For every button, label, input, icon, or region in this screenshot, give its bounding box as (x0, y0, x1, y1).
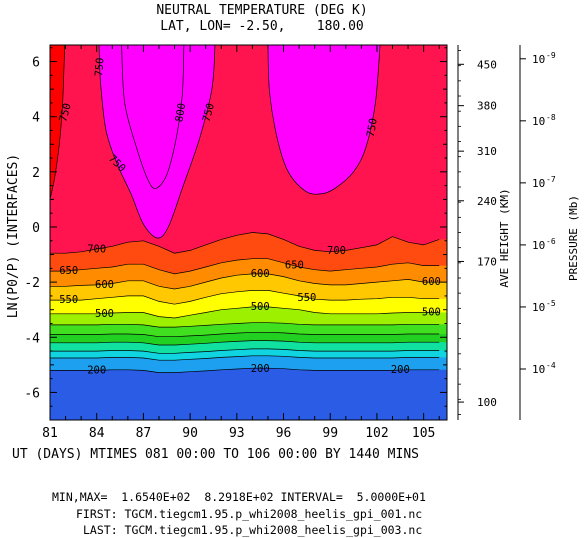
y-tick-label: -4 (24, 331, 40, 346)
pressure-tick-label: 10 (532, 177, 545, 190)
x-tick-label: 96 (276, 426, 292, 441)
contour-line-200 (50, 367, 440, 373)
contour-label: 600 (95, 279, 114, 291)
plot-area (50, 45, 447, 420)
contour-label: 650 (59, 265, 78, 277)
contour-label: 700 (87, 244, 106, 256)
pressure-tick-exponent: -7 (546, 175, 556, 184)
pressure-tick-label: 10 (532, 239, 545, 252)
contour-label: 500 (422, 307, 441, 319)
y-tick-label: -2 (24, 276, 40, 291)
chart-title: NEUTRAL TEMPERATURE (DEG K) (156, 3, 367, 18)
height-tick-label: 240 (477, 195, 497, 208)
band-750-lobe-2 (268, 45, 381, 195)
chart-subtitle: LAT, LON= -2.50, 180.00 (160, 19, 364, 34)
height-tick-label: 170 (477, 255, 497, 268)
y-axis: 6 4 2 0 -2 -4 -6 (24, 47, 447, 421)
pressure-tick-label: 10 (532, 53, 545, 66)
x-tick-label: 84 (89, 426, 105, 441)
height-tick-label: 380 (477, 100, 497, 113)
contour-line-500 (50, 306, 440, 319)
contour-label: 750 (93, 57, 107, 77)
contour-line-300 (50, 348, 440, 354)
x-tick-label: 102 (365, 426, 388, 441)
contour-label: 750 (57, 102, 74, 123)
x-axis-label: UT (DAYS) MTIMES 081 00:00 TO 106 00:00 … (12, 447, 419, 462)
footer-last-file: LAST: TGCM.tiegcm1.95.p_whi2008_heelis_g… (83, 523, 423, 537)
contour-line-700 (50, 232, 440, 254)
contour-label: 550 (297, 292, 316, 304)
pressure-tick-exponent: -9 (546, 51, 556, 60)
y-tick-label: 4 (32, 111, 40, 126)
x-tick-label: 99 (322, 426, 338, 441)
y-tick-label: 6 (32, 56, 40, 71)
height-axis-label: AVE HEIGHT (KM) (498, 188, 511, 287)
y-tick-label: -6 (24, 386, 40, 401)
contour-line-350 (50, 340, 440, 346)
contour-line-450 (50, 322, 440, 328)
y-axis-label: LN(P0/P) (INTERFACES) (6, 154, 21, 318)
pressure-tick-label: 10 (532, 301, 545, 314)
contour-label: 550 (59, 294, 78, 306)
height-axis: 450 380 310 240 170 100 (457, 45, 497, 420)
pressure-tick-exponent: -5 (546, 299, 556, 308)
contour-label: 500 (251, 301, 270, 313)
contour-line-750 (50, 45, 66, 200)
contour-line-750 (267, 45, 381, 195)
pressure-tick-exponent: -6 (546, 237, 556, 246)
contour-label: 600 (251, 268, 270, 280)
contour-label: 700 (327, 245, 346, 257)
contour-label: 500 (95, 308, 114, 320)
contour-label: 800 (173, 102, 188, 123)
contour-label: 200 (87, 364, 106, 376)
contour-label: 650 (285, 260, 304, 272)
contour-line-400 (50, 331, 440, 338)
pressure-axis: 10-910-810-710-610-510-4 (519, 45, 556, 420)
contour-label: 600 (422, 276, 441, 288)
footer-minmax: MIN,MAX= 1.6540E+02 8.2918E+02 INTERVAL=… (52, 490, 426, 504)
pressure-tick-exponent: -4 (546, 361, 556, 370)
footer-first-file: FIRST: TGCM.tiegcm1.95.p_whi2008_heelis_… (76, 507, 423, 521)
y-tick-label: 0 (32, 221, 40, 236)
pressure-tick-label: 10 (532, 115, 545, 128)
plot-frame (49, 44, 448, 421)
x-axis: 81 84 87 90 93 96 99 102 105 (42, 45, 440, 441)
x-tick-label: 90 (182, 426, 198, 441)
contour-label: 200 (251, 363, 270, 375)
pressure-tick-exponent: -8 (546, 113, 556, 122)
x-tick-label: 81 (42, 426, 58, 441)
band-750-lobe-hot (99, 45, 215, 239)
x-tick-label: 87 (136, 426, 152, 441)
band-700-left-lobe (50, 45, 65, 200)
contour-line-600 (50, 273, 440, 290)
pressure-axis-label: PRESSURE (Mb) (567, 195, 580, 281)
contour-lines (50, 45, 440, 373)
contour-line-250 (50, 355, 440, 361)
height-tick-label: 310 (477, 145, 497, 158)
contour-label: 750 (201, 102, 218, 123)
x-tick-label: 93 (229, 426, 245, 441)
height-tick-label: 100 (477, 396, 497, 409)
contour-label: 750 (365, 117, 380, 138)
contour-line-800 (121, 45, 185, 189)
contour-labels: 200 200 200 500 500 500 550 550 600 600 600 650 650 7… (57, 57, 441, 376)
y-tick-label: 2 (32, 166, 40, 181)
contour-line-650 (50, 258, 440, 275)
x-tick-label: 105 (412, 426, 435, 441)
contour-label: 200 (391, 364, 410, 376)
pressure-tick-label: 10 (532, 363, 545, 376)
contour-line-750 (98, 45, 216, 239)
contour-line-550 (50, 290, 440, 305)
height-tick-label: 450 (477, 58, 497, 71)
